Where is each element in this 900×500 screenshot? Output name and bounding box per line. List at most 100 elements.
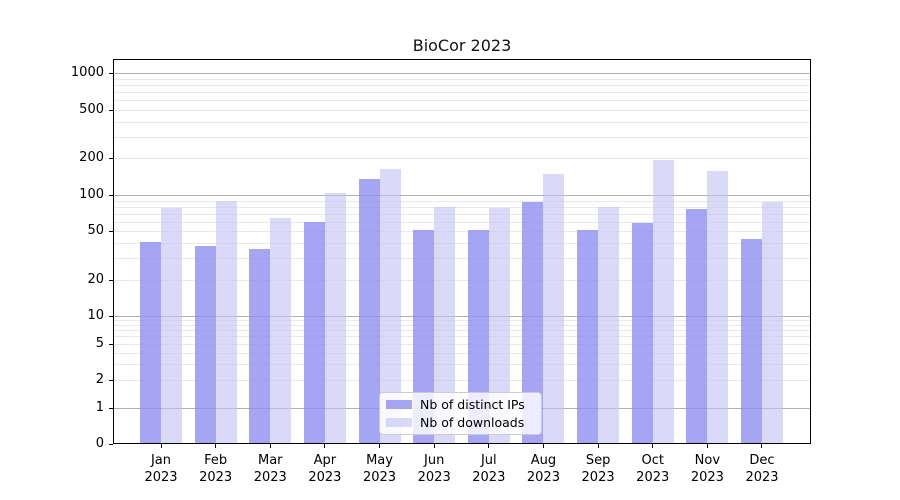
x-tick-mark <box>215 444 217 448</box>
y-tick-label: 500 <box>79 101 104 117</box>
y-tick-mark <box>109 444 113 445</box>
y-tick-mark <box>109 73 113 74</box>
gridline-minor <box>113 136 811 138</box>
legend-swatch-downloads <box>386 418 412 427</box>
y-tick-mark <box>109 316 113 317</box>
y-tick-label: 1000 <box>70 65 104 80</box>
gridline-minor <box>113 279 811 281</box>
bar-distinct-ips <box>194 245 216 444</box>
bar-distinct-ips <box>249 248 271 444</box>
bar-downloads <box>598 206 620 444</box>
legend-item-downloads: Nb of downloads <box>386 415 535 430</box>
bar-distinct-ips <box>358 179 380 444</box>
gridline-minor <box>113 206 811 208</box>
bar-distinct-ips <box>303 221 325 444</box>
y-tick-label: 50 <box>87 223 104 239</box>
bar-distinct-ips <box>631 222 653 444</box>
x-tick-label-year: 2023 <box>690 470 724 485</box>
bar-distinct-ips <box>467 230 489 444</box>
gridline-minor <box>113 91 811 93</box>
x-tick-label: May 2023 <box>345 452 415 486</box>
gridline-minor <box>113 320 811 322</box>
plot-area: Nb of distinct IPs Nb of downloads <box>113 59 811 444</box>
bar-downloads <box>324 193 346 444</box>
x-tick-mark <box>652 444 654 448</box>
legend-label: Nb of downloads <box>420 415 525 430</box>
gridline-minor <box>113 364 811 366</box>
gridline-major <box>113 73 811 74</box>
gridline-minor <box>113 121 811 123</box>
x-tick-mark <box>761 444 763 448</box>
gridline-minor <box>113 158 811 160</box>
x-tick-label-year: 2023 <box>745 470 779 485</box>
x-tick-mark <box>706 444 708 448</box>
gridline-minor <box>113 213 811 215</box>
x-tick-label-year: 2023 <box>308 470 342 485</box>
x-tick-label: Jan 2023 <box>126 452 196 486</box>
gridline-minor <box>113 324 811 326</box>
bar-downloads <box>161 208 182 444</box>
gridline-minor <box>113 84 811 86</box>
gridline-minor <box>113 243 811 245</box>
x-tick-label: Aug 2023 <box>508 452 578 486</box>
gridline-minor <box>113 221 811 223</box>
x-tick-mark <box>542 444 544 448</box>
bar-downloads <box>543 173 565 444</box>
bar-downloads <box>707 170 729 444</box>
bar-downloads <box>379 169 401 444</box>
y-tick-label: 0 <box>95 436 104 451</box>
y-tick-label: 10 <box>87 308 104 323</box>
y-tick-mark <box>109 343 113 345</box>
x-tick-mark <box>269 444 271 448</box>
y-tick-label: 20 <box>87 271 104 287</box>
gridline-minor <box>113 258 811 260</box>
y-tick-mark <box>109 195 113 196</box>
bar-downloads <box>761 202 783 444</box>
x-tick-label-year: 2023 <box>581 470 615 485</box>
legend-swatch-distinct-ips <box>386 400 412 409</box>
bar-distinct-ips <box>522 201 544 444</box>
x-tick-mark <box>160 444 162 448</box>
x-tick-mark <box>488 444 490 448</box>
legend-label: Nb of distinct IPs <box>420 397 525 412</box>
gridline-minor <box>113 352 811 354</box>
gridline-minor <box>113 231 811 233</box>
bar-downloads <box>488 208 510 444</box>
gridline-minor <box>113 100 811 102</box>
gridline-minor <box>113 336 811 338</box>
gridline-minor <box>113 200 811 202</box>
x-tick-label-year: 2023 <box>253 470 287 485</box>
x-tick-label-year: 2023 <box>199 470 233 485</box>
bar-downloads <box>270 218 292 444</box>
bar-distinct-ips <box>577 230 599 444</box>
y-tick-mark <box>109 279 113 281</box>
legend-item-distinct-ips: Nb of distinct IPs <box>386 397 535 412</box>
gridline-minor <box>113 380 811 382</box>
x-tick-label-year: 2023 <box>526 470 560 485</box>
y-tick-label: 200 <box>79 150 104 166</box>
x-tick-label: Dec 2023 <box>727 452 797 486</box>
bar-downloads <box>434 207 456 444</box>
x-tick-label-year: 2023 <box>417 470 451 485</box>
x-tick-label-year: 2023 <box>636 470 670 485</box>
gridline-minor <box>113 343 811 345</box>
x-tick-label: Sep 2023 <box>563 452 633 486</box>
y-tick-label: 5 <box>95 335 104 351</box>
y-tick-mark <box>109 231 113 233</box>
x-tick-mark <box>324 444 326 448</box>
y-tick-mark <box>109 380 113 382</box>
x-tick-label-year: 2023 <box>472 470 506 485</box>
x-tick-label: Jun 2023 <box>399 452 469 486</box>
x-tick-label: Mar 2023 <box>235 452 305 486</box>
legend: Nb of distinct IPs Nb of downloads <box>379 392 542 435</box>
bar-distinct-ips <box>740 239 762 444</box>
gridline-minor <box>113 109 811 111</box>
x-tick-mark <box>433 444 435 448</box>
gridline-major <box>113 195 811 196</box>
x-tick-mark <box>597 444 599 448</box>
x-tick-label-year: 2023 <box>362 470 397 485</box>
y-tick-mark <box>109 109 113 111</box>
gridline-minor <box>113 330 811 332</box>
bar-downloads <box>652 160 674 444</box>
